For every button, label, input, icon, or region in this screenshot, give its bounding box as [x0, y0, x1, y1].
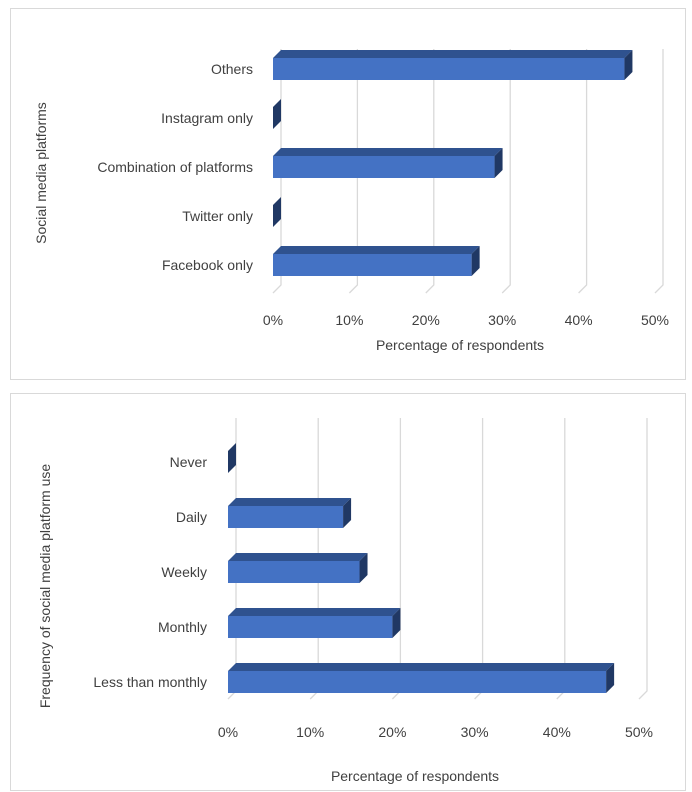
- gridline: [348, 49, 359, 294]
- x-axis-title: Percentage of respondents: [331, 768, 499, 784]
- bar-never: [228, 443, 236, 473]
- gridline: [391, 418, 402, 700]
- category-label-weekly: Weekly: [161, 564, 207, 580]
- category-label-never: Never: [170, 454, 208, 470]
- gridline: [578, 49, 588, 294]
- x-tick-label: 40%: [565, 312, 593, 328]
- gridlines: [272, 49, 664, 294]
- category-label-less-than-monthly: Less than monthly: [93, 674, 207, 690]
- x-tick-label: 0%: [263, 312, 283, 328]
- gridline: [501, 49, 511, 294]
- bars: [273, 50, 633, 276]
- category-label-others: Others: [211, 61, 253, 77]
- category-label-facebook-only: Facebook only: [162, 257, 253, 273]
- gridline: [654, 49, 664, 294]
- y-axis-title: Social media platforms: [33, 102, 49, 244]
- category-label-twitter-only: Twitter only: [182, 208, 253, 224]
- bar-monthly: [228, 608, 401, 638]
- bar-weekly: [228, 553, 368, 583]
- x-tick-label: 30%: [461, 724, 489, 740]
- y-axis-title: Frequency of social media platform use: [37, 464, 53, 709]
- tick-labels: 0% 10% 20% 30% 40% 50%: [218, 724, 653, 740]
- bar-instagram-only: [273, 99, 281, 129]
- gridline: [425, 49, 435, 294]
- x-tick-label: 40%: [543, 724, 571, 740]
- chart-panel-platforms: Others Instagram only Combination of platf…: [10, 8, 686, 380]
- category-labels: Others Instagram only Combination of platf…: [97, 61, 253, 273]
- x-tick-label: 10%: [296, 724, 324, 740]
- platforms-bar-chart: Others Instagram only Combination of platf…: [33, 49, 669, 353]
- x-tick-label: 20%: [412, 312, 440, 328]
- x-tick-label: 50%: [641, 312, 669, 328]
- gridline: [272, 49, 282, 294]
- frequency-bar-chart: Never Daily Weekly Monthly Less than monthly…: [37, 418, 653, 784]
- gridline: [556, 418, 566, 700]
- x-tick-label: 10%: [335, 312, 363, 328]
- x-tick-label: 20%: [378, 724, 406, 740]
- tick-labels: 0% 10% 20% 30% 40% 50%: [263, 312, 669, 328]
- x-tick-label: 50%: [625, 724, 653, 740]
- bar-facebook-only: [273, 246, 480, 276]
- bar-combination-of-platforms: [273, 148, 503, 178]
- x-tick-label: 30%: [488, 312, 516, 328]
- bar-daily: [228, 498, 352, 528]
- gridline: [474, 418, 484, 700]
- bars: [228, 443, 615, 693]
- bar-twitter-only: [273, 197, 281, 227]
- category-label-instagram-only: Instagram only: [161, 110, 253, 126]
- chart-panel-frequency: Never Daily Weekly Monthly Less than monthly…: [10, 393, 686, 791]
- category-labels: Never Daily Weekly Monthly Less than monthly: [93, 454, 207, 690]
- x-tick-label: 0%: [218, 724, 238, 740]
- category-label-combination-of-platforms: Combination of platforms: [97, 159, 253, 175]
- category-label-monthly: Monthly: [158, 619, 207, 635]
- bar-less-than-monthly: [228, 663, 615, 693]
- gridline: [638, 418, 648, 700]
- category-label-daily: Daily: [176, 509, 207, 525]
- x-axis-title: Percentage of respondents: [376, 337, 544, 353]
- bar-others: [273, 50, 633, 80]
